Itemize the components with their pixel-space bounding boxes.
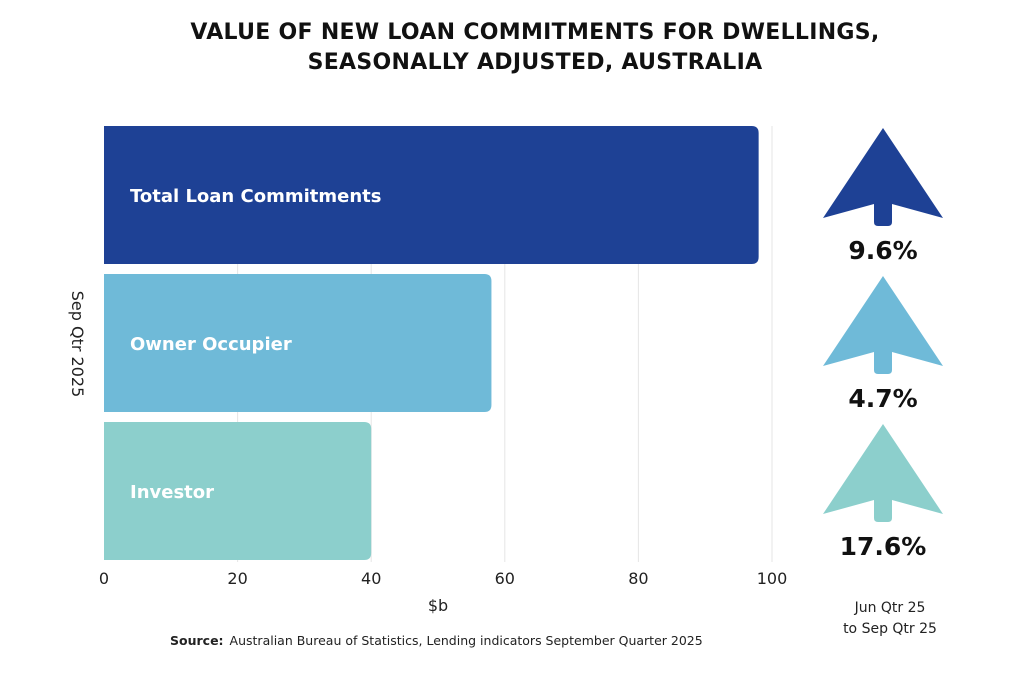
period-note-line2: to Sep Qtr 25 <box>843 621 937 637</box>
change-value-0: 9.6% <box>848 236 917 265</box>
change-value-2: 17.6% <box>840 532 927 561</box>
x-axis-label: $b <box>428 596 448 615</box>
x-tick-label-40: 40 <box>361 569 381 588</box>
chart-title-line1: VALUE OF NEW LOAN COMMITMENTS FOR DWELLI… <box>190 20 880 45</box>
bar-1 <box>104 274 492 412</box>
chart-title-line2: SEASONALLY ADJUSTED, AUSTRALIA <box>307 50 763 75</box>
x-tick-label-80: 80 <box>628 569 648 588</box>
x-tick-label-20: 20 <box>227 569 247 588</box>
change-value-1: 4.7% <box>848 384 917 413</box>
source-text: Australian Bureau of Statistics, Lending… <box>229 633 703 648</box>
period-note: Jun Qtr 25 to Sep Qtr 25 <box>820 598 960 640</box>
bar-2 <box>104 422 372 560</box>
up-arrow-icon <box>823 424 943 522</box>
bar-label-1: Owner Occupier <box>130 334 292 355</box>
y-axis-label: Sep Qtr 2025 <box>68 291 87 398</box>
bar-label-0: Total Loan Commitments <box>130 186 381 207</box>
source-label: Source: <box>170 633 224 648</box>
x-tick-label-100: 100 <box>757 569 788 588</box>
x-tick-label-60: 60 <box>495 569 515 588</box>
x-tick-label-0: 0 <box>99 569 109 588</box>
chart-title: VALUE OF NEW LOAN COMMITMENTS FOR DWELLI… <box>0 18 1024 78</box>
bar-0 <box>104 126 759 264</box>
period-note-line1: Jun Qtr 25 <box>854 600 926 616</box>
up-arrow-icon <box>823 128 943 226</box>
up-arrow-icon <box>823 276 943 374</box>
source-note: Source: Australian Bureau of Statistics, … <box>170 633 703 648</box>
bar-label-2: Investor <box>130 482 214 503</box>
